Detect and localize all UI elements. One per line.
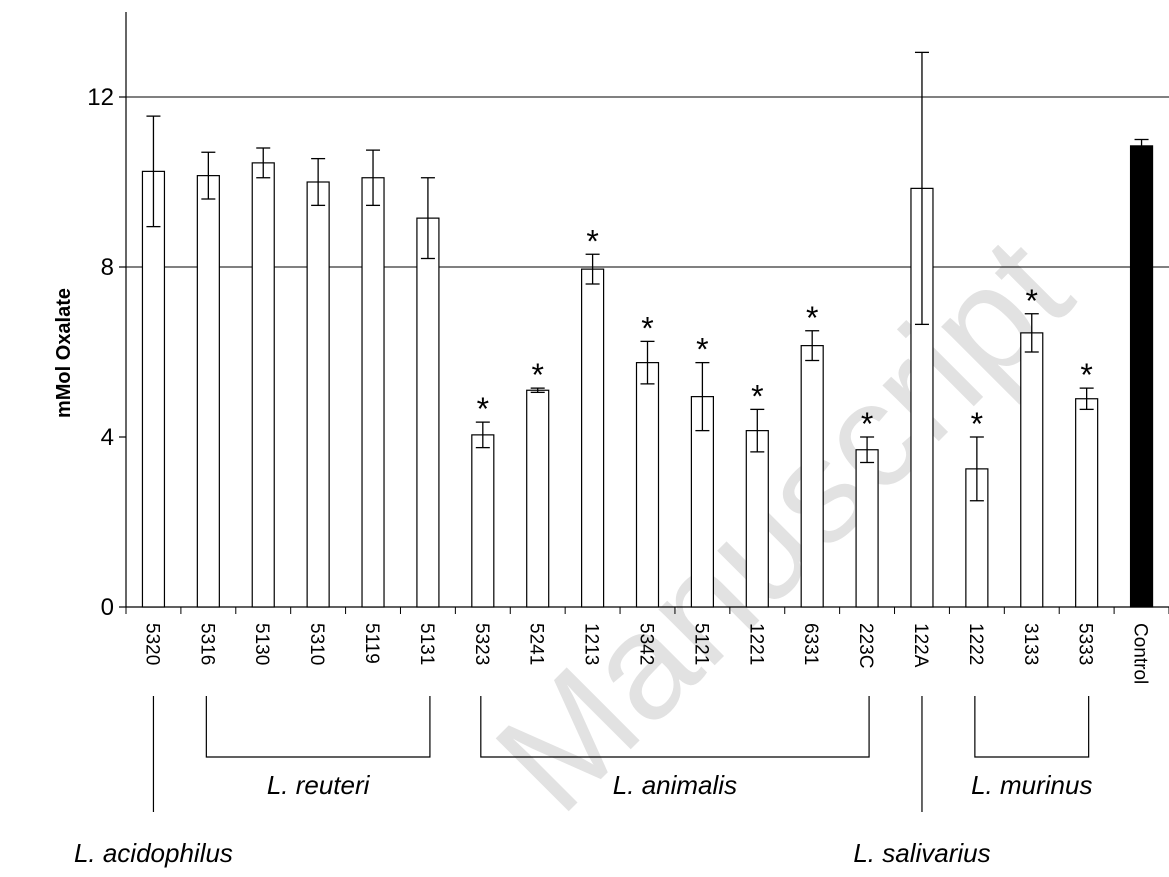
axes: 0 4 8 12 (87, 12, 1169, 621)
category-label-5316: 5316 (196, 623, 217, 665)
significance-star-3133: * (1026, 283, 1038, 319)
bar-1221 (745, 430, 769, 608)
significance-star-5323: * (477, 391, 489, 427)
category-label-122A: 122A (910, 623, 931, 668)
category-label-Control: Control (1130, 623, 1151, 684)
significance-star-5121: * (696, 332, 708, 368)
bar-5130 (251, 162, 275, 608)
category-label-3133: 3133 (1020, 623, 1041, 665)
y-tick-label-12: 12 (87, 84, 114, 111)
significance-star-1222: * (971, 406, 983, 442)
category-label-6331: 6331 (800, 623, 821, 665)
category-label-5333: 5333 (1075, 623, 1096, 665)
y-tick-label-8: 8 (101, 254, 114, 281)
significance-star-5241: * (531, 357, 543, 393)
bar-5119 (361, 177, 385, 608)
significance-star-6331: * (806, 300, 818, 336)
category-label-5320: 5320 (141, 623, 162, 665)
watermark-text: Manuscript (464, 205, 1102, 843)
group-4-label: L. murinus (971, 770, 1092, 800)
category-label-5342: 5342 (636, 623, 657, 665)
group-3-label: L. salivarius (853, 838, 990, 868)
category-label-5121: 5121 (690, 623, 711, 665)
group-1-bracket (205, 696, 431, 758)
significance-star-5342: * (641, 310, 653, 346)
group-1-label: L. reuteri (267, 770, 371, 800)
group-4-bracket (974, 696, 1090, 758)
bar-5131 (416, 217, 440, 608)
bars: * * * * * * * * * * * (141, 51, 1154, 608)
bar-5323 (471, 434, 495, 608)
category-label-223C: 223C (855, 623, 876, 668)
bar-3133 (1020, 332, 1044, 608)
category-label-5241: 5241 (526, 623, 547, 665)
y-tick-label-0: 0 (101, 594, 114, 621)
y-tick-label-4: 4 (101, 424, 114, 451)
gridlines (126, 96, 1169, 268)
significance-star-1221: * (751, 378, 763, 414)
category-label-5323: 5323 (471, 623, 492, 665)
bar-223C (855, 449, 879, 608)
group-0-label: L. acidophilus (74, 838, 233, 868)
category-label-5310: 5310 (306, 623, 327, 665)
bar-5320 (141, 170, 166, 608)
bar-Control (1129, 145, 1154, 608)
bar-5241 (526, 389, 550, 608)
bar-5333 (1075, 398, 1099, 608)
bar-1213 (581, 268, 605, 608)
group-2-bracket (480, 696, 870, 758)
significance-star-1213: * (586, 223, 598, 259)
significance-star-223C: * (861, 406, 873, 442)
bar-6331 (800, 345, 824, 608)
bar-5310 (306, 181, 330, 608)
category-label-5131: 5131 (416, 623, 437, 665)
category-label-5119: 5119 (361, 623, 382, 664)
bar-5316 (196, 175, 220, 608)
category-label-1213: 1213 (581, 623, 602, 665)
category-label-1222: 1222 (965, 623, 986, 665)
species-groups: L. acidophilus L. reuteri L. animalis L. sa… (74, 696, 1092, 868)
category-label-5130: 5130 (251, 623, 272, 665)
group-2-label: L. animalis (613, 770, 737, 800)
category-label-1221: 1221 (745, 623, 766, 665)
bar-5342 (635, 362, 660, 608)
significance-star-5333: * (1080, 357, 1092, 393)
category-labels: 5320 5316 5130 5310 5119 5131 5323 5241 1213 5342… (141, 623, 1150, 684)
y-axis-label: mMol Oxalate (53, 288, 75, 418)
